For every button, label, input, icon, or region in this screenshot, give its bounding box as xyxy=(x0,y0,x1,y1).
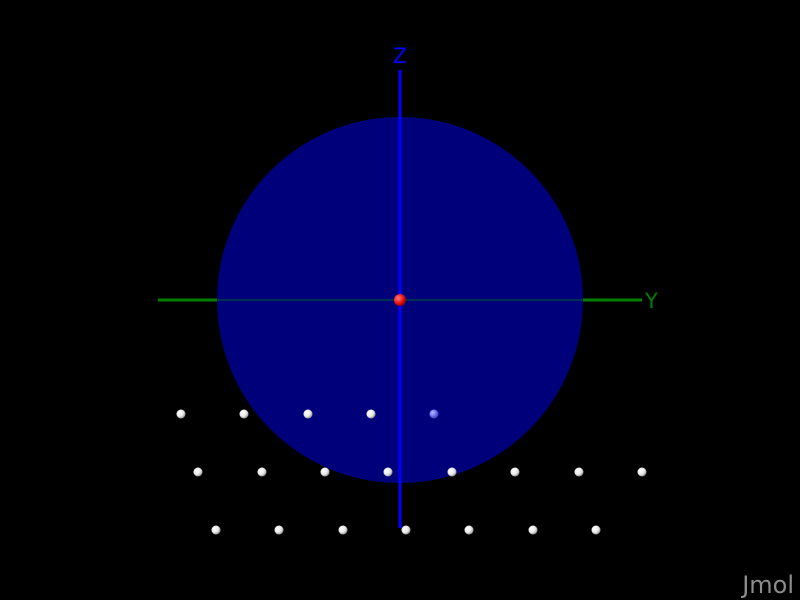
z-axis-label: Z xyxy=(393,44,407,68)
jmol-watermark: Jmol xyxy=(742,571,794,599)
atom[interactable] xyxy=(338,525,348,535)
atom[interactable] xyxy=(510,467,520,477)
atom[interactable] xyxy=(366,409,376,419)
y-axis-label: Y xyxy=(644,289,658,313)
atom[interactable] xyxy=(464,525,474,535)
atom[interactable] xyxy=(401,525,411,535)
atom[interactable] xyxy=(591,525,601,535)
atom-lattice xyxy=(176,409,647,535)
atom[interactable] xyxy=(176,409,186,419)
atom[interactable] xyxy=(274,525,284,535)
atom[interactable] xyxy=(528,525,538,535)
atom[interactable] xyxy=(239,409,249,419)
atom[interactable] xyxy=(383,467,393,477)
atom[interactable] xyxy=(257,467,267,477)
atom[interactable] xyxy=(303,409,313,419)
atom[interactable] xyxy=(447,467,457,477)
atom[interactable] xyxy=(211,525,221,535)
atom[interactable] xyxy=(193,467,203,477)
atom-inside-sphere[interactable] xyxy=(429,409,439,419)
atom[interactable] xyxy=(574,467,584,477)
center-atom[interactable] xyxy=(394,294,406,306)
atom[interactable] xyxy=(320,467,330,477)
atom[interactable] xyxy=(637,467,647,477)
